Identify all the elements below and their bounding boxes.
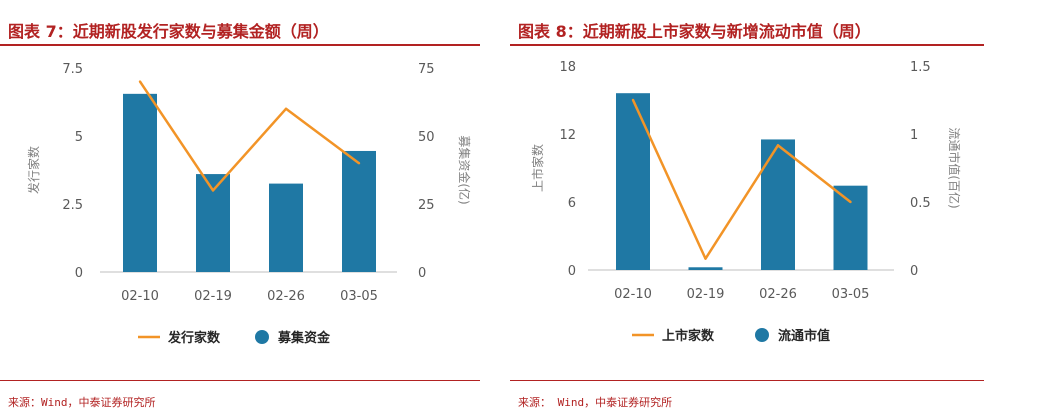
chart-source: 来源： Wind，中泰证券研究所 (518, 396, 673, 409)
y-tick-label: 2.5 (62, 198, 83, 213)
x-tick-label: 03-05 (340, 289, 378, 304)
x-tick-label: 02-26 (759, 287, 797, 302)
chart-title: 图表 8：近期新股上市家数与新增流动市值（周） (518, 22, 871, 41)
bar (123, 93, 157, 272)
series-line (138, 80, 360, 192)
x-tick-label: 02-10 (121, 289, 159, 304)
title-divider (0, 44, 480, 46)
bar (616, 93, 650, 270)
source-divider (0, 380, 480, 381)
y2-tick-label: 0.5 (910, 196, 931, 211)
y-tick-label: 5 (75, 130, 83, 145)
legend-label: 上市家数 (662, 328, 715, 344)
line-point (357, 162, 361, 165)
bar (833, 185, 868, 270)
source-divider (510, 380, 984, 381)
y-tick-label: 7.5 (62, 62, 83, 77)
line-point (284, 107, 288, 110)
y-tick-label: 12 (559, 128, 576, 143)
y-tick-label: 0 (568, 264, 576, 279)
y2-axis-label: 流通市值(百亿) (947, 127, 962, 208)
x-tick-label: 02-19 (687, 287, 725, 302)
bar (342, 150, 376, 272)
chart-listing: 0 6 12 18 0 0.5 1 1.5 上市家数 流通市值(百亿) 02-10 02-19 02-2… (530, 60, 962, 344)
y2-tick-label: 75 (418, 62, 435, 77)
x-tick-label: 03-05 (832, 287, 870, 302)
bar (269, 183, 303, 272)
legend-marker-swatch (255, 330, 269, 344)
chart-panel-listing: 图表 8：近期新股上市家数与新增流动市值（周） 0 6 12 18 0 0.5 1 1.5 上市… (510, 0, 1048, 417)
y-tick-label: 6 (568, 196, 576, 211)
bar (688, 267, 723, 270)
chart-issuance: 0 2.5 5 7.5 0 25 50 75 发行家数 募集资金(亿) 02-10 02-19 02-2… (26, 62, 472, 346)
legend-label: 发行家数 (167, 330, 221, 346)
line-point (849, 200, 852, 204)
y2-tick-label: 50 (418, 130, 435, 145)
y2-tick-label: 1 (910, 128, 918, 143)
line-point (631, 98, 635, 102)
y2-axis-label: 募集资金(亿) (457, 135, 472, 204)
chart-panel-issuance: 图表 7：近期新股发行家数与募集金额（周） 0 2.5 5 7.5 0 25 50 75 发行家… (0, 0, 490, 417)
y-axis-label: 发行家数 (26, 146, 41, 194)
line-point (704, 257, 707, 260)
line-point (138, 80, 142, 83)
y-tick-label: 18 (559, 60, 576, 75)
y-axis-label: 上市家数 (530, 144, 545, 192)
legend-marker-swatch (755, 328, 769, 342)
series-line (631, 99, 852, 260)
line-point (776, 144, 780, 147)
x-tick-label: 02-26 (267, 289, 305, 304)
bar (761, 139, 795, 270)
y2-tick-label: 1.5 (910, 60, 931, 75)
y2-tick-label: 0 (910, 264, 918, 279)
chart-source: 来源：Wind，中泰证券研究所 (8, 396, 156, 409)
y-tick-label: 0 (75, 266, 83, 281)
x-tick-label: 02-10 (614, 287, 652, 302)
y2-tick-label: 25 (418, 198, 435, 213)
chart-title: 图表 7：近期新股发行家数与募集金额（周） (8, 22, 329, 41)
y2-tick-label: 0 (418, 266, 426, 281)
x-tick-label: 02-19 (194, 289, 232, 304)
line-point (211, 189, 215, 192)
legend-label: 募集资金 (277, 330, 331, 346)
title-divider (510, 44, 984, 46)
legend-label: 流通市值 (778, 328, 830, 344)
